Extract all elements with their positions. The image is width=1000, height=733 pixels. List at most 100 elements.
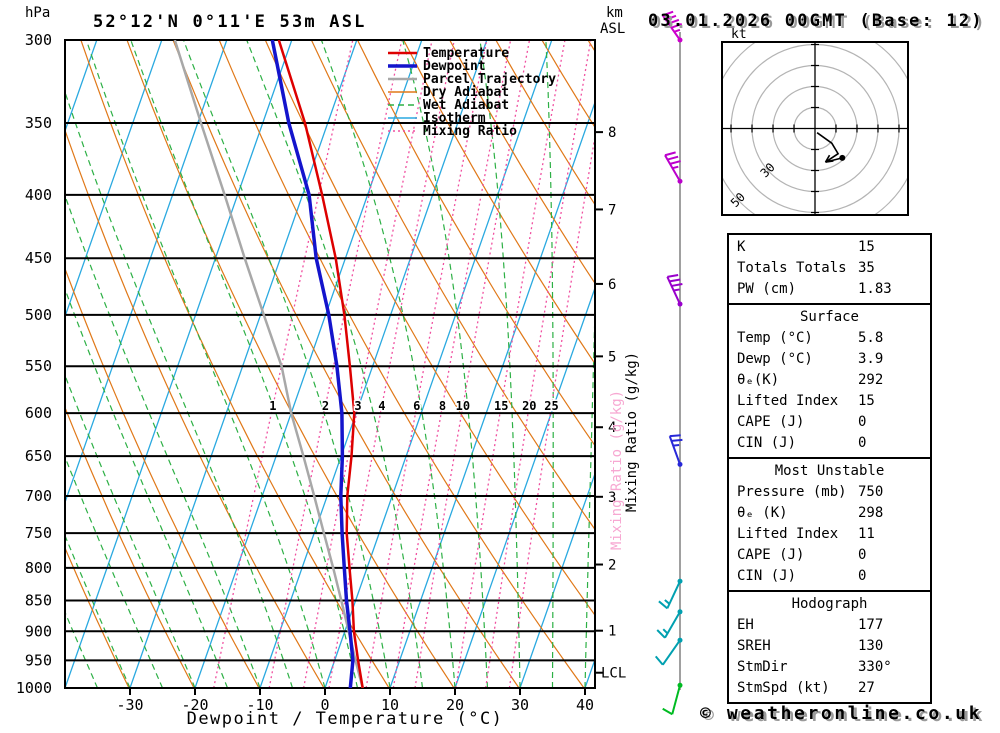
svg-text:-30: -30 [116,696,143,714]
km-axis-label: km [606,5,623,21]
stats-section: K 15 Totals Totals 35 PW (cm) 1.83 [729,235,930,303]
wind-barb [656,609,683,639]
svg-text:6: 6 [413,399,420,413]
isotherm-line [129,40,358,688]
stats-table: K 15 Totals Totals 35 PW (cm) 1.83 Surface Temp… [727,233,932,704]
stat-value: 5.8 [858,330,884,346]
svg-text:800: 800 [25,559,52,577]
svg-text:1: 1 [608,624,616,640]
stat-value: 330° [858,659,892,675]
svg-text:20: 20 [522,399,536,413]
stat-value: 130 [858,638,884,654]
mixing-ratio-line [213,40,354,688]
svg-text:-10: -10 [246,696,273,714]
lcl-label: LCL [601,666,626,682]
svg-text:700: 700 [25,487,52,505]
stat-row: PW (cm) 1.83 [729,279,930,300]
stat-value: 11 [858,526,875,542]
mixing-ratio-line [508,132,595,688]
stat-row: K 15 [729,237,930,258]
legend-label: Dry Adiabat [423,85,509,100]
stat-label: Pressure (mb) [737,484,847,500]
svg-text:400: 400 [25,186,52,204]
wind-barb [668,434,683,467]
isotherm-line [454,286,595,688]
svg-text:3: 3 [608,490,616,506]
svg-text:15: 15 [494,399,508,413]
stat-label: StmSpd (kt) [737,680,830,696]
stat-value: 35 [858,260,875,276]
svg-text:2: 2 [322,399,329,413]
copyright: © weatheronline.co.uk [700,703,982,724]
svg-text:8: 8 [608,125,616,141]
stat-label: Temp (°C) [737,330,813,346]
isotherm-line [324,40,553,688]
svg-text:10: 10 [381,696,399,714]
parcel-trajectory-trace [173,40,364,688]
pressure-unit-label: hPa [25,5,50,21]
stat-value: 15 [858,393,875,409]
legend-label: Mixing Ratio [423,124,517,139]
svg-text:-20: -20 [181,696,208,714]
dry-adiabat-line [218,40,585,688]
svg-text:850: 850 [25,592,52,610]
dry-adiabat-line [126,40,455,688]
legend-label: Wet Adiabat [423,98,509,113]
stat-value: 27 [858,680,875,696]
wind-barb-column [654,10,683,716]
stat-row: Dewp (°C) 3.9 [729,349,930,370]
svg-text:600: 600 [25,404,52,422]
svg-text:950: 950 [25,651,52,669]
svg-text:5: 5 [608,349,616,365]
stat-label: K [737,239,746,255]
stat-label: EH [737,617,754,633]
hodograph-unit-label: kt [731,27,747,42]
datetime-title: 03.01.2026 00GMT (Base: 12) [648,11,984,31]
legend-label: Dewpoint [423,59,486,74]
stat-label: CIN (J) [737,435,797,451]
svg-text:25: 25 [544,399,558,413]
stat-value: 3.9 [858,351,884,367]
svg-text:650: 650 [25,447,52,465]
stat-row: StmDir 330° [729,657,930,678]
svg-text:350: 350 [25,114,52,132]
stat-value: 1.83 [858,281,892,297]
isotherm-line [65,40,228,505]
stat-row: CAPE (J) 0 [729,545,930,566]
wind-barb [662,682,683,716]
wet-adiabat-line [65,194,261,688]
legend-label: Temperature [423,46,509,61]
stat-row: CIN (J) 0 [729,566,930,587]
mixing-ratio-labels: 1 2 3 4 6 8 10 15 20 25 [268,397,560,414]
wet-adiabat-line [65,534,131,688]
stat-row: SREH 130 [729,636,930,657]
svg-text:450: 450 [25,249,52,267]
dry-adiabat-line [65,546,130,688]
svg-text:750: 750 [25,524,52,542]
hodograph-frame [721,41,909,216]
stat-value: 0 [858,435,867,451]
stat-row: EH 177 [729,615,930,636]
stat-label: Lifted Index [737,526,839,542]
pressure-gridlines [64,39,596,689]
dry-adiabat-line [449,40,595,285]
stat-row: Totals Totals 35 [729,258,930,279]
isotherm-line [194,40,423,688]
mixing-ratio-axis-label-pink: Mixing Ratio (g/kg) [609,390,625,550]
datetime-title-shadow: 03.01.2026 00GMT (Base: 12) [651,13,987,33]
wet-adiabat-line [584,289,595,688]
stat-label: θₑ (K) [737,505,788,521]
stat-row: Lifted Index 11 [729,524,930,545]
asl-axis-label: ASL [600,21,625,37]
svg-text:8: 8 [439,399,446,413]
svg-text:20: 20 [446,696,464,714]
svg-text:300: 300 [25,31,52,49]
station-title: 52°12'N 0°11'E 53m ASL [93,12,367,32]
legend-label: Parcel Trajectory [423,72,556,87]
stat-value: 15 [858,239,875,255]
stat-row: CAPE (J) 0 [729,412,930,433]
axis-labels: 3003504004505005506006507007508008509009… [16,31,626,714]
stat-label: Lifted Index [737,393,839,409]
